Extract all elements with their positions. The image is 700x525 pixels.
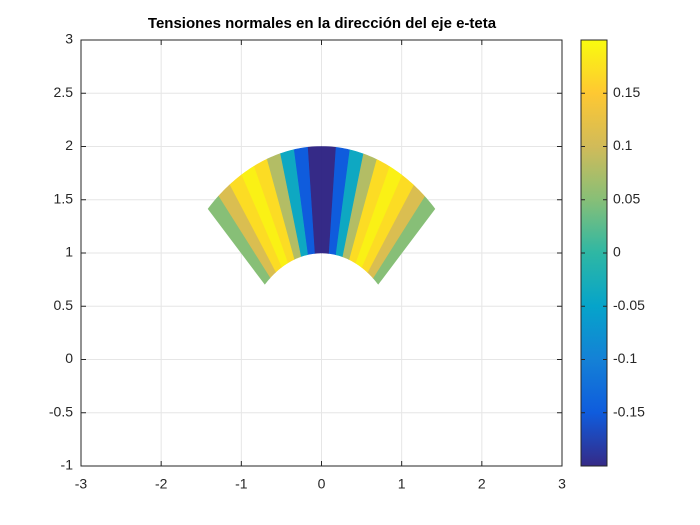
colorbar-tick-label: 0.15 [613,84,640,100]
x-tick-label: -3 [75,476,88,492]
x-tick-label: 0 [318,476,326,492]
colorbar-tick-label: 0.1 [613,137,633,153]
y-tick-label: -1 [61,457,74,473]
heat-cell [207,195,271,285]
y-tick-label: 2.5 [54,84,74,100]
y-tick-label: 2 [65,137,73,153]
colorbar-tick-label: 0 [613,244,621,260]
y-tick-label: 1.5 [54,190,74,206]
x-tick-label: 1 [398,476,406,492]
colorbar-tick-label: -0.1 [613,350,637,366]
x-tick-label: -1 [235,476,248,492]
colorbar-tick-label: 0.05 [613,190,640,206]
y-tick-label: 1 [65,244,73,260]
x-tick-label: 2 [478,476,486,492]
chart-title: Tensiones normales en la dirección del e… [148,15,497,32]
y-tick-label: -0.5 [49,403,73,419]
colorbar-tick-label: -0.05 [613,297,645,313]
colorbar [580,39,608,467]
colorbar-tick-label: -0.15 [613,403,645,419]
y-tick-label: 0.5 [54,297,74,313]
x-tick-label: -2 [155,476,168,492]
y-tick-label: 3 [65,31,73,47]
x-tick-label: 3 [558,476,566,492]
y-tick-label: 0 [65,350,73,366]
